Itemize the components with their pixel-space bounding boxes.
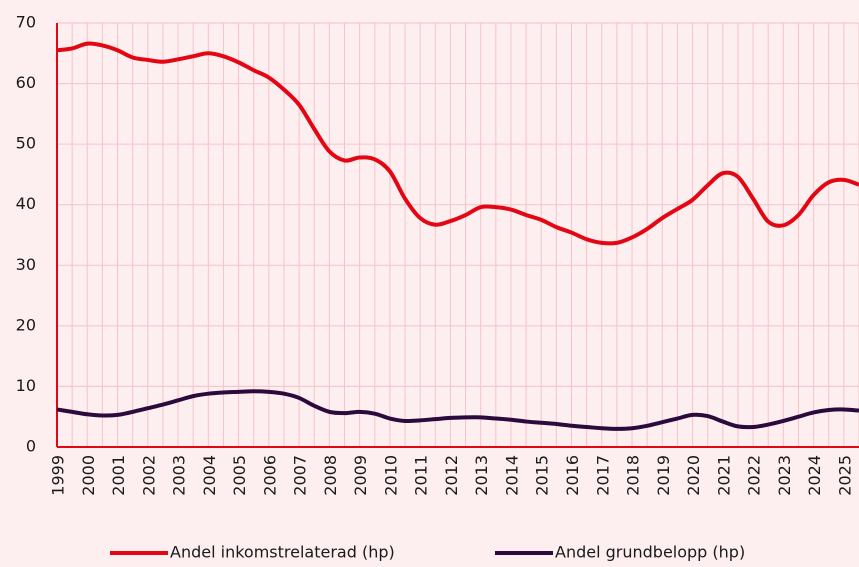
legend-label: Andel grundbelopp (hp) (555, 543, 745, 562)
x-tick-label: 2016 (563, 455, 582, 496)
x-tick-label: 2024 (805, 455, 824, 496)
x-tick-label: 2002 (139, 455, 158, 496)
legend-label: Andel inkomstrelaterad (hp) (170, 543, 395, 562)
x-tick-label: 2014 (502, 455, 521, 496)
x-tick-label: 2000 (79, 455, 98, 496)
x-tick-label: 2009 (351, 455, 370, 496)
x-tick-label: 2007 (291, 455, 310, 496)
y-tick-label: 40 (16, 194, 36, 213)
y-tick-label: 70 (16, 13, 36, 32)
y-tick-label: 10 (16, 376, 36, 395)
x-tick-label: 2012 (442, 455, 461, 496)
y-tick-label: 60 (16, 73, 36, 92)
x-tick-label: 2004 (200, 455, 219, 496)
y-tick-label: 50 (16, 134, 36, 153)
x-tick-label: 2022 (745, 455, 764, 496)
x-tick-label: 2021 (714, 455, 733, 496)
x-tick-label: 2020 (684, 455, 703, 496)
x-tick-label: 2005 (230, 455, 249, 496)
y-tick-label: 20 (16, 315, 36, 334)
x-tick-label: 2023 (775, 455, 794, 496)
x-tick-label: 2006 (260, 455, 279, 496)
x-tick-label: 2015 (533, 455, 552, 496)
x-tick-label: 1999 (49, 455, 68, 496)
x-tick-label: 2003 (170, 455, 189, 496)
x-tick-label: 2001 (109, 455, 128, 496)
line (56, 41, 859, 246)
line (56, 389, 859, 431)
x-tick-label: 2008 (321, 455, 340, 496)
x-tick-label: 2011 (412, 455, 431, 496)
y-tick-label: 0 (26, 437, 36, 456)
x-tick-label: 2019 (654, 455, 673, 496)
y-tick-label: 30 (16, 255, 36, 274)
x-tick-label: 2017 (593, 455, 612, 496)
x-tick-label: 2025 (835, 455, 854, 496)
x-tick-label: 2018 (624, 455, 643, 496)
x-tick-label: 2013 (472, 455, 491, 496)
x-tick-label: 2010 (381, 455, 400, 496)
